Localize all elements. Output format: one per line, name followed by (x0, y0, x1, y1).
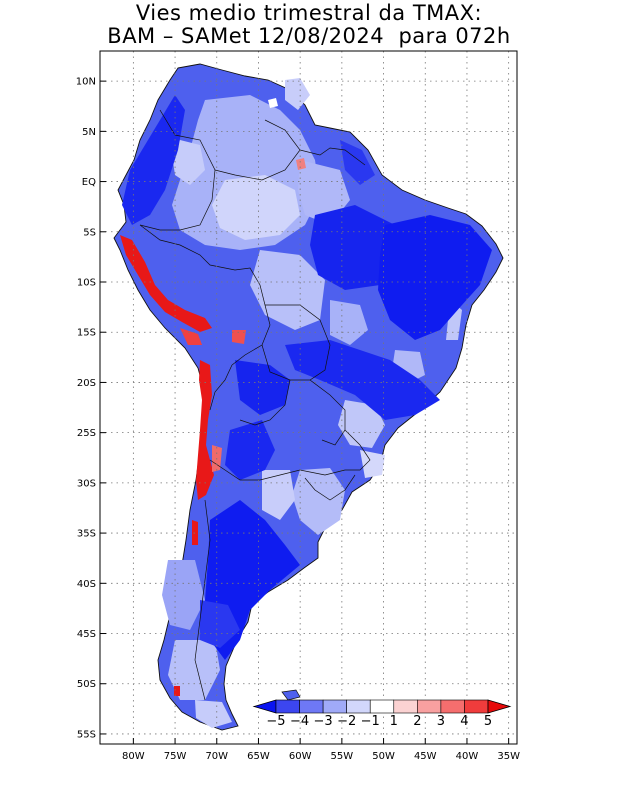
title-line-2: BAM – SAMet 12/08/2024 para 072h (107, 24, 511, 48)
colorbar-swatch (369, 699, 395, 714)
colorbar-swatch (464, 699, 489, 714)
lat-tick-label: 50S (77, 679, 96, 690)
country-borders (139, 109, 371, 701)
lat-tick-label: 45S (77, 629, 96, 640)
colorbar-label: −1 (361, 714, 380, 729)
lat-tick-label: 15S (77, 328, 96, 339)
colorbar-swatch (322, 699, 347, 714)
colorbar-label: −4 (290, 714, 309, 729)
colorbar-high-arrow (487, 699, 512, 714)
lat-lon-grid (100, 51, 517, 744)
lat-tick-label: 20S (77, 378, 96, 389)
lon-tick-label: 50W (372, 751, 395, 762)
colorbar-label: 1 (390, 714, 398, 729)
colorbar-label: −2 (337, 714, 356, 729)
colorbar-label: −3 (314, 714, 333, 729)
lat-tick-label: 5S (83, 227, 96, 238)
lon-tick-label: 35W (497, 751, 520, 762)
colorbar-swatch (299, 699, 324, 714)
lon-tick-label: 65W (247, 751, 270, 762)
lon-tick-label: 40W (456, 751, 479, 762)
longitude-ticks: 80W 75W 70W 65W 60W 55W 50W 45W 40W 35W (122, 738, 520, 762)
colorbar-swatch (417, 699, 442, 714)
colorbar-swatch (393, 699, 418, 714)
lat-tick-label: 40S (77, 579, 96, 590)
lat-tick-label: 35S (77, 529, 96, 540)
lon-tick-label: 45W (414, 751, 437, 762)
colorbar: −5 −4 −3 −2 −1 1 2 3 4 5 (252, 699, 512, 729)
colorbar-label: 5 (484, 714, 492, 729)
lon-tick-label: 55W (331, 751, 354, 762)
lon-tick-label: 75W (164, 751, 187, 762)
lon-tick-label: 70W (205, 751, 228, 762)
lat-tick-label: 25S (77, 428, 96, 439)
lat-tick-label: 55S (77, 729, 96, 740)
colorbar-label: 2 (413, 714, 421, 729)
lat-tick-label: 5N (82, 127, 96, 138)
lon-tick-label: 80W (122, 751, 145, 762)
title-line-1: Vies medio trimestral da TMAX: (135, 1, 483, 25)
map-title: Vies medio trimestral da TMAX: BAM – SAM… (0, 2, 618, 48)
lat-tick-label: 10S (77, 278, 96, 289)
bias-patches (120, 78, 492, 728)
colorbar-swatch (346, 699, 371, 714)
colorbar-label: 4 (460, 714, 468, 729)
colorbar-label: 3 (437, 714, 445, 729)
latitude-ticks: 10N 5N EQ 5S 10S 15S 20S 25S 30S 35S 40S 45S 50S 55S (76, 77, 106, 740)
lat-tick-label: EQ (82, 177, 96, 188)
colorbar-swatch (275, 699, 300, 714)
falkland-islands (281, 689, 301, 701)
lon-tick-label: 60W (289, 751, 312, 762)
lat-tick-label: 30S (77, 478, 96, 489)
lat-tick-label: 10N (76, 77, 96, 88)
colorbar-label: −5 (266, 714, 285, 729)
colorbar-swatch (440, 699, 465, 714)
map-frame (99, 50, 518, 745)
